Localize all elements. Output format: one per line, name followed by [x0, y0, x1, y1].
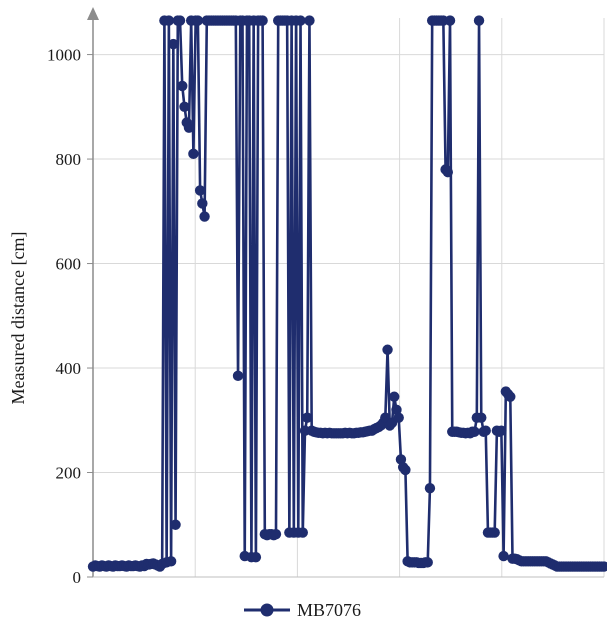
data-point	[480, 425, 491, 436]
data-point	[232, 370, 244, 382]
data-point	[257, 15, 268, 26]
data-point	[391, 404, 402, 416]
y-axis-arrow-icon	[87, 7, 99, 20]
y-tick-label: 200	[56, 464, 82, 483]
data-point	[473, 15, 485, 26]
data-point	[505, 391, 516, 402]
legend-marker	[260, 603, 274, 617]
data-point	[382, 344, 393, 355]
data-point	[489, 527, 500, 538]
data-point	[498, 550, 509, 562]
data-point	[476, 412, 487, 423]
data-point	[422, 557, 433, 568]
data-point	[170, 519, 181, 530]
data-point	[598, 561, 607, 572]
y-tick-label: 400	[56, 359, 82, 378]
data-point	[199, 211, 210, 222]
y-tick-label: 1000	[47, 46, 81, 65]
data-point	[270, 528, 282, 540]
data-point	[183, 122, 195, 133]
data-point	[295, 15, 306, 26]
data-point	[444, 15, 456, 26]
axes	[87, 7, 604, 578]
data-point	[442, 166, 453, 178]
tick-labels: 0 200 400 600 800 1000	[47, 46, 81, 587]
data-point	[496, 425, 507, 436]
data-point	[304, 15, 315, 26]
legend-label-mb7076: MB7076	[297, 600, 361, 620]
series-mb7076	[87, 15, 607, 572]
data-point	[297, 527, 308, 538]
data-point	[179, 101, 190, 113]
data-point	[400, 464, 411, 476]
data-point	[469, 426, 480, 437]
data-point	[302, 412, 313, 423]
data-point	[188, 148, 199, 160]
y-axis-title: Measured distance [cm]	[8, 232, 28, 405]
data-point	[163, 15, 175, 26]
y-tick-label: 0	[73, 568, 82, 587]
data-point	[192, 15, 204, 26]
data-point	[194, 185, 206, 196]
data-point	[168, 38, 179, 50]
data-point	[395, 454, 407, 465]
series-line-mb7076	[92, 19, 604, 568]
y-tick-label: 600	[56, 255, 82, 274]
data-point	[389, 391, 400, 402]
y-tick-label: 800	[56, 150, 82, 169]
legend: MB7076	[244, 600, 361, 620]
data-point	[250, 551, 262, 563]
data-point	[424, 482, 436, 494]
data-point	[197, 198, 208, 209]
data-point	[177, 80, 188, 92]
data-point	[165, 556, 177, 567]
data-point	[174, 15, 186, 26]
data-point	[393, 412, 404, 423]
